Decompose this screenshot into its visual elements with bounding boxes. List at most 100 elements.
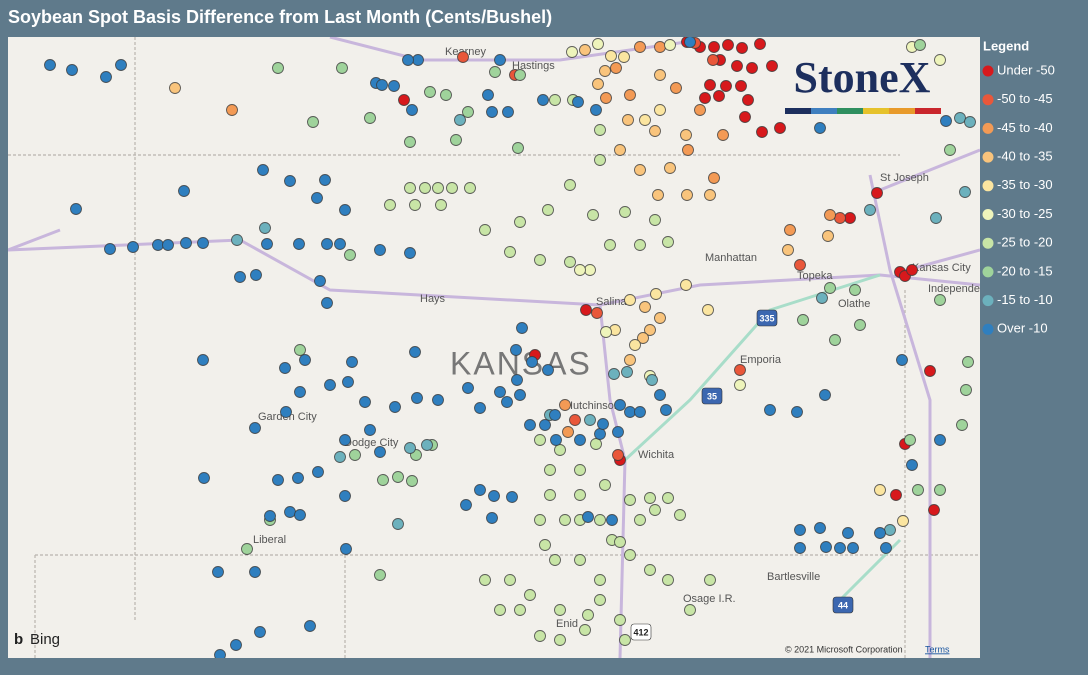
location-dot[interactable] (766, 60, 778, 72)
location-dot[interactable] (554, 604, 566, 616)
location-dot[interactable] (460, 499, 472, 511)
location-dot[interactable] (346, 356, 358, 368)
location-dot[interactable] (670, 82, 682, 94)
location-dot[interactable] (344, 249, 356, 261)
location-dot[interactable] (646, 374, 658, 386)
location-dot[interactable] (294, 509, 306, 521)
location-dot[interactable] (488, 490, 500, 502)
location-dot[interactable] (629, 339, 641, 351)
location-dot[interactable] (250, 269, 262, 281)
location-dot[interactable] (662, 492, 674, 504)
location-dot[interactable] (537, 94, 549, 106)
location-dot[interactable] (756, 126, 768, 138)
location-dot[interactable] (734, 379, 746, 391)
location-dot[interactable] (680, 279, 692, 291)
location-dot[interactable] (814, 522, 826, 534)
location-dot[interactable] (664, 162, 676, 174)
location-dot[interactable] (600, 92, 612, 104)
location-dot[interactable] (534, 630, 546, 642)
location-dot[interactable] (388, 80, 400, 92)
location-dot[interactable] (624, 354, 636, 366)
location-dot[interactable] (339, 490, 351, 502)
location-dot[interactable] (824, 282, 836, 294)
location-dot[interactable] (494, 386, 506, 398)
location-dot[interactable] (564, 179, 576, 191)
location-dot[interactable] (377, 474, 389, 486)
location-dot[interactable] (934, 54, 946, 66)
location-dot[interactable] (364, 112, 376, 124)
location-dot[interactable] (634, 239, 646, 251)
location-dot[interactable] (534, 254, 546, 266)
location-dot[interactable] (654, 41, 666, 53)
location-dot[interactable] (754, 38, 766, 50)
location-dot[interactable] (398, 94, 410, 106)
location-dot[interactable] (419, 182, 431, 194)
location-dot[interactable] (702, 304, 714, 316)
location-dot[interactable] (127, 241, 139, 253)
location-dot[interactable] (411, 392, 423, 404)
location-dot[interactable] (844, 212, 856, 224)
location-dot[interactable] (501, 396, 513, 408)
location-dot[interactable] (594, 154, 606, 166)
location-dot[interactable] (542, 204, 554, 216)
location-dot[interactable] (954, 112, 966, 124)
terms[interactable]: Terms (925, 644, 950, 654)
location-dot[interactable] (649, 125, 661, 137)
location-dot[interactable] (44, 59, 56, 71)
location-dot[interactable] (549, 94, 561, 106)
location-dot[interactable] (574, 264, 586, 276)
location-dot[interactable] (736, 42, 748, 54)
location-dot[interactable] (634, 514, 646, 526)
location-dot[interactable] (506, 491, 518, 503)
location-dot[interactable] (162, 239, 174, 251)
location-dot[interactable] (446, 182, 458, 194)
location-dot[interactable] (374, 446, 386, 458)
location-dot[interactable] (280, 406, 292, 418)
location-dot[interactable] (764, 404, 776, 416)
location-dot[interactable] (494, 54, 506, 66)
location-dot[interactable] (797, 314, 809, 326)
location-dot[interactable] (212, 566, 224, 578)
location-dot[interactable] (794, 542, 806, 554)
location-dot[interactable] (707, 54, 719, 66)
location-dot[interactable] (454, 114, 466, 126)
location-dot[interactable] (624, 294, 636, 306)
location-dot[interactable] (334, 238, 346, 250)
location-dot[interactable] (272, 474, 284, 486)
location-dot[interactable] (510, 344, 522, 356)
location-dot[interactable] (312, 466, 324, 478)
location-dot[interactable] (634, 41, 646, 53)
location-dot[interactable] (502, 106, 514, 118)
location-dot[interactable] (704, 79, 716, 91)
location-dot[interactable] (402, 54, 414, 66)
location-dot[interactable] (319, 174, 331, 186)
location-dot[interactable] (592, 38, 604, 50)
location-dot[interactable] (462, 106, 474, 118)
location-dot[interactable] (574, 554, 586, 566)
location-dot[interactable] (180, 237, 192, 249)
location-dot[interactable] (569, 414, 581, 426)
location-dot[interactable] (524, 589, 536, 601)
location-dot[interactable] (359, 396, 371, 408)
location-dot[interactable] (574, 489, 586, 501)
location-dot[interactable] (619, 634, 631, 646)
location-dot[interactable] (746, 62, 758, 74)
location-dot[interactable] (960, 384, 972, 396)
location-dot[interactable] (512, 142, 524, 154)
location-dot[interactable] (104, 243, 116, 255)
location-dot[interactable] (115, 59, 127, 71)
location-dot[interactable] (539, 539, 551, 551)
location-dot[interactable] (376, 79, 388, 91)
location-dot[interactable] (514, 216, 526, 228)
location-dot[interactable] (579, 44, 591, 56)
location-dot[interactable] (704, 189, 716, 201)
location-dot[interactable] (624, 494, 636, 506)
location-dot[interactable] (272, 62, 284, 74)
location-dot[interactable] (660, 404, 672, 416)
location-dot[interactable] (406, 104, 418, 116)
location-dot[interactable] (584, 264, 596, 276)
location-dot[interactable] (619, 206, 631, 218)
location-dot[interactable] (321, 238, 333, 250)
location-dot[interactable] (708, 172, 720, 184)
location-dot[interactable] (259, 222, 271, 234)
